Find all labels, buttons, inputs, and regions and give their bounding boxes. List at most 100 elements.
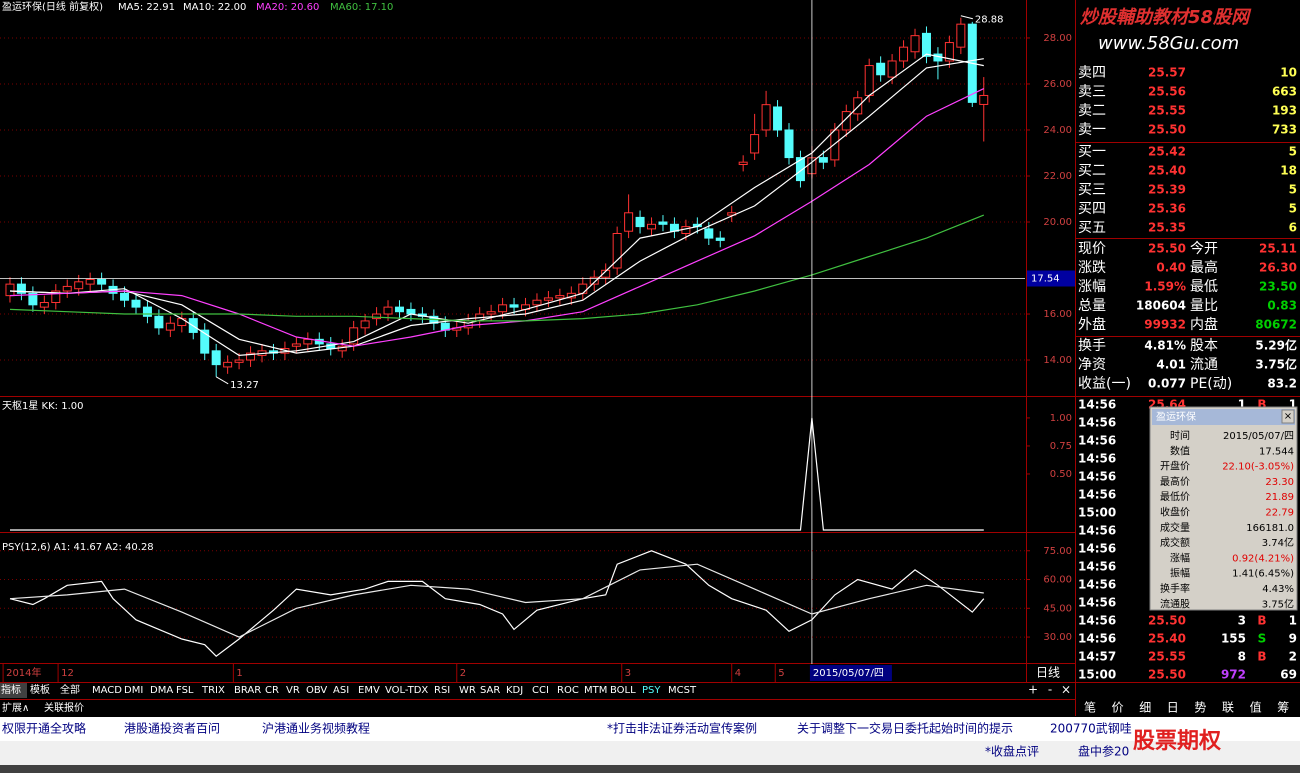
- indicator-tab[interactable]: OBV: [306, 685, 327, 696]
- side-button[interactable]: 笔: [1084, 700, 1096, 715]
- tick-time: 15:00: [1078, 506, 1116, 520]
- cursor-value-box: [1027, 270, 1075, 287]
- indicator-tab[interactable]: VR: [286, 685, 300, 696]
- indicator-tab[interactable]: 模板: [30, 683, 50, 696]
- tick-volume: 1: [1238, 398, 1246, 412]
- indicator-tab[interactable]: EMV: [358, 685, 380, 696]
- ma-line: [9, 88, 985, 347]
- indicator-tab[interactable]: BOLL: [610, 685, 636, 696]
- ma-legend: MA10: 22.00: [183, 2, 246, 13]
- indicator-tab[interactable]: TRIX: [201, 685, 225, 696]
- candle-body: [62, 285, 72, 292]
- indicator-tab[interactable]: 全部: [60, 683, 80, 696]
- candle-body: [394, 306, 404, 313]
- news-link[interactable]: 权限开通全攻略: [2, 721, 86, 736]
- candle-body: [921, 32, 931, 57]
- order-volume: 5: [1289, 202, 1297, 216]
- y-tick-label: 20.00: [1043, 217, 1072, 228]
- stat-value: 23.50: [1259, 280, 1297, 294]
- popup-label: 收盘价: [1160, 506, 1190, 519]
- news-link[interactable]: 关于调整下一交易日委托起始时间的提示: [797, 721, 1013, 736]
- indicator-tab[interactable]: KDJ: [506, 685, 523, 696]
- side-button[interactable]: 联: [1222, 701, 1234, 715]
- extension-tab[interactable]: 扩展∧: [2, 701, 29, 714]
- tick-time: 14:56: [1078, 542, 1116, 556]
- indicator-tab[interactable]: ROC: [557, 685, 579, 696]
- indicator-tab[interactable]: MTM: [584, 685, 607, 696]
- x-tick-label: 5: [778, 668, 784, 679]
- tick-time: 14:56: [1078, 416, 1116, 430]
- stat-value: 83.2: [1267, 377, 1297, 391]
- indicator-tab[interactable]: SAR: [480, 685, 500, 696]
- zoom-button[interactable]: +: [1028, 683, 1038, 697]
- side-button[interactable]: 价: [1112, 701, 1124, 715]
- indicator-tab[interactable]: CR: [265, 685, 279, 696]
- news-link[interactable]: 港股通投资者百问: [124, 721, 220, 736]
- extension-tab[interactable]: 关联报价: [44, 701, 84, 714]
- popup-value: 166181.0: [1246, 523, 1294, 534]
- indicator-tab[interactable]: 指标: [1, 683, 21, 696]
- popup-label: 最低价: [1160, 490, 1190, 503]
- x-tick-label: 1: [236, 668, 242, 679]
- side-button[interactable]: 日: [1167, 701, 1179, 715]
- order-volume: 733: [1272, 123, 1297, 137]
- news-link[interactable]: 沪港通业务视频教程: [262, 721, 370, 736]
- indicator-tab[interactable]: MACD: [92, 685, 122, 696]
- candle-body: [39, 302, 49, 308]
- news-link[interactable]: 盘中参20: [1078, 744, 1129, 759]
- indicator-tab[interactable]: DMA: [150, 685, 173, 696]
- candle-body: [406, 308, 416, 315]
- indicator-tab[interactable]: WR: [459, 685, 476, 696]
- side-button[interactable]: 细: [1139, 701, 1151, 715]
- order-price: 25.42: [1148, 145, 1186, 159]
- stat-label: 总量: [1078, 298, 1106, 314]
- y-tick-label: 1.00: [1050, 413, 1072, 424]
- candle-body: [16, 283, 26, 294]
- candle-body: [165, 322, 175, 331]
- indicator-tab[interactable]: RSI: [434, 685, 450, 696]
- side-button[interactable]: 筹: [1277, 701, 1289, 715]
- tick-time: 14:56: [1078, 452, 1116, 466]
- candle-body: [291, 343, 301, 347]
- indicator-tab[interactable]: FSL: [176, 685, 194, 696]
- candle-body: [543, 297, 553, 301]
- zoom-button[interactable]: -: [1048, 683, 1052, 697]
- zoom-button[interactable]: ×: [1061, 683, 1071, 697]
- annotation-arrow: [960, 15, 973, 20]
- candle-body: [131, 299, 141, 308]
- candle-body: [5, 283, 15, 297]
- indicator-tab[interactable]: ASI: [333, 685, 349, 696]
- news-link[interactable]: 200770武钢哇: [1050, 722, 1132, 736]
- y-tick-label: 30.00: [1043, 632, 1072, 643]
- indicator-tab[interactable]: BRAR: [234, 685, 261, 696]
- indicator-tab[interactable]: VOL-TDX: [385, 685, 428, 696]
- news-link[interactable]: *打击非法证券活动宣传案例: [607, 721, 757, 736]
- stat-label: 涨幅: [1078, 279, 1106, 295]
- tick-time: 14:56: [1078, 398, 1116, 412]
- indicator-tab[interactable]: PSY: [642, 685, 661, 696]
- y-tick-label: 60.00: [1043, 575, 1072, 586]
- candle-body: [864, 65, 874, 96]
- popup-close-box[interactable]: [1281, 409, 1295, 424]
- candle-body: [773, 106, 783, 131]
- candle-body: [818, 157, 828, 163]
- tick-volume: 155: [1221, 632, 1246, 646]
- period-label[interactable]: 日线: [1036, 666, 1060, 680]
- order-volume: 663: [1272, 85, 1297, 99]
- stat-value: 3.75亿: [1255, 357, 1297, 372]
- side-button[interactable]: 势: [1194, 701, 1206, 715]
- popup-close[interactable]: ×: [1284, 411, 1292, 422]
- indicator-tab[interactable]: CCI: [532, 685, 549, 696]
- ma-line: [9, 58, 984, 354]
- indicator-tab[interactable]: DMI: [124, 685, 143, 696]
- y-tick-label: 0.75: [1050, 441, 1072, 452]
- news-link[interactable]: *收盘点评: [985, 744, 1039, 759]
- tick-time: 14:56: [1078, 614, 1116, 628]
- candle-body: [383, 306, 393, 315]
- tick-count: 1: [1289, 614, 1297, 628]
- indicator-tab[interactable]: MCST: [668, 685, 697, 696]
- side-button[interactable]: 值: [1250, 700, 1262, 715]
- news-bar: [0, 717, 1300, 742]
